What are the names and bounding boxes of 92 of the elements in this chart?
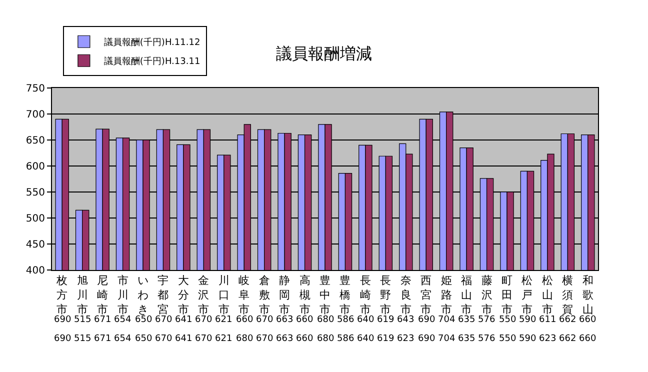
x-tick-label: 松戸市 bbox=[522, 274, 533, 316]
data-label: 623 bbox=[539, 334, 556, 344]
data-label: 662 bbox=[559, 315, 576, 325]
data-label: 663 bbox=[276, 315, 294, 325]
x-tick-label: 宇都宮 bbox=[158, 274, 169, 316]
data-label: 660 bbox=[579, 315, 596, 325]
data-label: 660 bbox=[296, 315, 314, 325]
data-label: 641 bbox=[175, 315, 192, 325]
data-label: 660 bbox=[296, 334, 314, 344]
x-tick-label: 市川市 bbox=[117, 274, 128, 316]
x-tick-label: 姫路市 bbox=[440, 274, 452, 316]
data-label: 670 bbox=[256, 315, 274, 325]
data-label: 550 bbox=[499, 334, 516, 344]
data-label: 704 bbox=[438, 334, 456, 344]
y-tick-label: 400 bbox=[26, 266, 45, 276]
data-label: 690 bbox=[54, 315, 72, 325]
data-label: 654 bbox=[114, 334, 132, 344]
data-label: 635 bbox=[458, 315, 476, 325]
x-tick-label: 長野市 bbox=[380, 274, 392, 316]
x-tick-label: 枚方市 bbox=[56, 274, 68, 316]
data-label: 635 bbox=[458, 334, 476, 344]
data-label: 619 bbox=[377, 334, 394, 344]
data-label: 690 bbox=[418, 315, 436, 325]
data-label: 576 bbox=[478, 334, 496, 344]
data-label: 586 bbox=[337, 334, 354, 344]
x-tick-label: 福山市 bbox=[461, 274, 472, 316]
x-tick-label: 豊中市 bbox=[320, 274, 330, 316]
data-label: 660 bbox=[236, 315, 254, 325]
chart-title: 議員報酬増減 bbox=[276, 44, 372, 64]
x-tick-label: 西宮市 bbox=[420, 274, 432, 316]
x-tick-label: 倉敷市 bbox=[258, 274, 270, 316]
data-label: 619 bbox=[377, 315, 394, 325]
data-label: 576 bbox=[478, 315, 496, 325]
x-tick-label: 奈良市 bbox=[400, 274, 412, 316]
data-label: 611 bbox=[539, 315, 556, 325]
y-tick-label: 600 bbox=[26, 162, 45, 172]
data-label: 704 bbox=[438, 315, 456, 325]
x-tick-label: 長崎市 bbox=[360, 274, 371, 316]
data-label: 680 bbox=[236, 334, 254, 344]
data-label: 515 bbox=[74, 315, 92, 325]
x-tick-label: 藤沢市 bbox=[481, 274, 492, 316]
data-label: 690 bbox=[418, 334, 436, 344]
data-label: 623 bbox=[397, 334, 414, 344]
x-tick-label: 金沢市 bbox=[198, 274, 210, 316]
data-label: 641 bbox=[175, 334, 192, 344]
data-label: 671 bbox=[94, 315, 112, 325]
x-tick-label: 横須賀 bbox=[562, 274, 574, 316]
data-label: 590 bbox=[519, 334, 536, 344]
y-tick-label: 550 bbox=[26, 188, 45, 198]
x-tick-label: 尼崎市 bbox=[97, 274, 108, 316]
x-tick-label: 松山市 bbox=[542, 274, 553, 316]
x-tick-label: 川口市 bbox=[218, 274, 230, 316]
y-tick-label: 450 bbox=[26, 240, 45, 250]
data-label: 660 bbox=[579, 334, 596, 344]
data-label: 621 bbox=[215, 315, 232, 325]
x-tick-label: 豊橋市 bbox=[340, 274, 351, 316]
x-tick-label: いわき bbox=[138, 274, 148, 316]
data-label: 550 bbox=[499, 315, 516, 325]
data-label: 680 bbox=[317, 315, 334, 325]
x-tick-label: 高槻市 bbox=[299, 274, 310, 316]
data-label: 670 bbox=[195, 315, 212, 325]
data-label: 586 bbox=[337, 315, 354, 325]
data-label: 650 bbox=[135, 315, 152, 325]
data-label: 515 bbox=[74, 334, 92, 344]
data-label: 670 bbox=[155, 315, 172, 325]
x-tick-label: 大分市 bbox=[178, 274, 189, 316]
x-tick-label: 旭川市 bbox=[76, 274, 88, 316]
data-label: 663 bbox=[276, 334, 294, 344]
legend-label: 議員報酬(千円)H.11.12 bbox=[104, 37, 200, 48]
y-tick-label: 500 bbox=[26, 214, 45, 224]
data-label: 650 bbox=[135, 334, 152, 344]
y-tick-label: 700 bbox=[26, 110, 45, 120]
data-label: 643 bbox=[397, 315, 414, 325]
y-tick-label: 750 bbox=[26, 84, 45, 94]
x-tick-label: 静岡市 bbox=[279, 274, 290, 316]
data-label: 654 bbox=[114, 315, 132, 325]
data-label: 662 bbox=[559, 334, 576, 344]
x-tick-label: 岐阜市 bbox=[238, 274, 250, 316]
x-tick-label: 和歌山 bbox=[582, 274, 594, 316]
data-label: 621 bbox=[215, 334, 232, 344]
x-tick-label: 町田市 bbox=[502, 274, 512, 316]
data-label: 590 bbox=[519, 315, 536, 325]
data-label: 670 bbox=[195, 334, 212, 344]
y-tick-label: 650 bbox=[26, 136, 45, 146]
data-label: 680 bbox=[317, 334, 334, 344]
data-label: 671 bbox=[94, 334, 112, 344]
data-label: 690 bbox=[54, 334, 72, 344]
data-label: 670 bbox=[256, 334, 274, 344]
legend-label: 議員報酬(千円)H.13.11 bbox=[104, 56, 200, 68]
data-label: 640 bbox=[357, 315, 374, 325]
data-label: 670 bbox=[155, 334, 172, 344]
data-label: 640 bbox=[357, 334, 374, 344]
